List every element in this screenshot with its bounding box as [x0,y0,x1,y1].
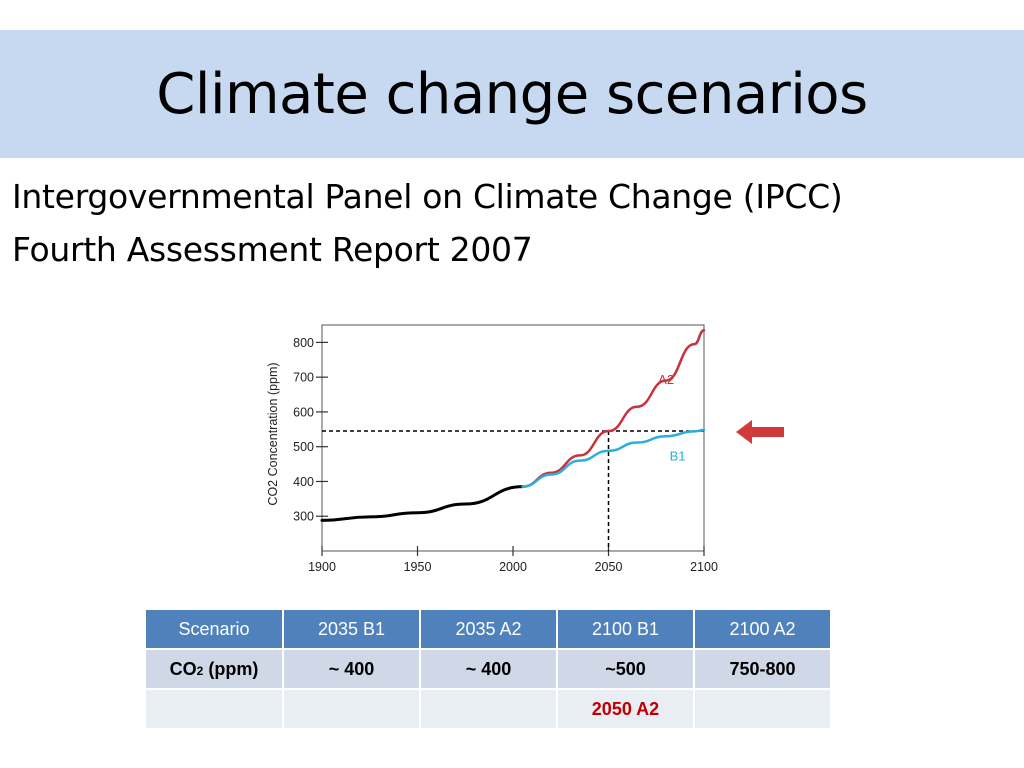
header-2035-b1: 2035 B1 [282,608,421,650]
row2-cell-3 [419,688,558,730]
series-line-b1 [521,428,706,488]
series-line-historical [320,485,525,522]
title-band: Climate change scenarios [0,30,1024,158]
series-line-a2 [521,328,706,488]
row2-cell-1 [144,688,284,730]
highlight-2050-a2: 2050 A2 [591,698,660,719]
co2-label-unit: (ppm) [203,658,259,679]
x-tick-label: 1900 [308,560,336,574]
row-label-co2: CO2 (ppm) [144,648,284,690]
y-tick-label: 800 [293,336,314,350]
y-axis-label: CO2 Concentration (ppm) [266,362,280,505]
cell-2100-a2: 750-800 [693,648,832,690]
series-label-a2: A2 [658,372,674,387]
y-tick-label: 300 [293,510,314,524]
scenario-table: Scenario 2035 B1 2035 A2 2100 B1 2100 A2… [144,608,832,730]
cell-2035-b1: ~ 400 [282,648,421,690]
co2-chart: 300 400 500 600 700 800 1900 1950 2000 2050 2100 CO… [266,324,718,574]
y-tick-label: 400 [293,475,314,489]
x-tick-label: 2000 [499,560,527,574]
table-row: CO2 (ppm) ~ 400 ~ 400 ~500 750-800 [144,648,832,690]
header-2100-a2: 2100 A2 [693,608,832,650]
row2-cell-4: 2050 A2 [556,688,695,730]
subtitle-line-2: Fourth Assessment Report 2007 [12,230,533,269]
cell-2100-b1: ~500 [556,648,695,690]
header-2035-a2: 2035 A2 [419,608,558,650]
y-tick-label: 700 [293,371,314,385]
cell-2035-a2: ~ 400 [419,648,558,690]
header-scenario: Scenario [144,608,284,650]
co2-label-subscript: 2 [196,663,204,678]
co2-label-main: CO [169,658,197,679]
left-arrow-icon [736,420,784,444]
x-tick-label: 2100 [690,560,718,574]
y-tick-label: 500 [293,440,314,454]
table-header-row: Scenario 2035 B1 2035 A2 2100 B1 2100 A2 [144,608,832,650]
x-tick-label: 1950 [404,560,432,574]
x-tick-label: 2050 [595,560,623,574]
row2-cell-2 [282,688,421,730]
y-tick-label: 600 [293,405,314,419]
subtitle-line-1: Intergovernmental Panel on Climate Chang… [12,177,843,216]
header-2100-b1: 2100 B1 [556,608,695,650]
table-row: 2050 A2 [144,688,832,730]
slide-title: Climate change scenarios [156,61,868,127]
slide-subtitle: Intergovernmental Panel on Climate Chang… [12,170,1012,276]
row2-cell-5 [693,688,832,730]
series-label-b1: B1 [670,449,686,464]
